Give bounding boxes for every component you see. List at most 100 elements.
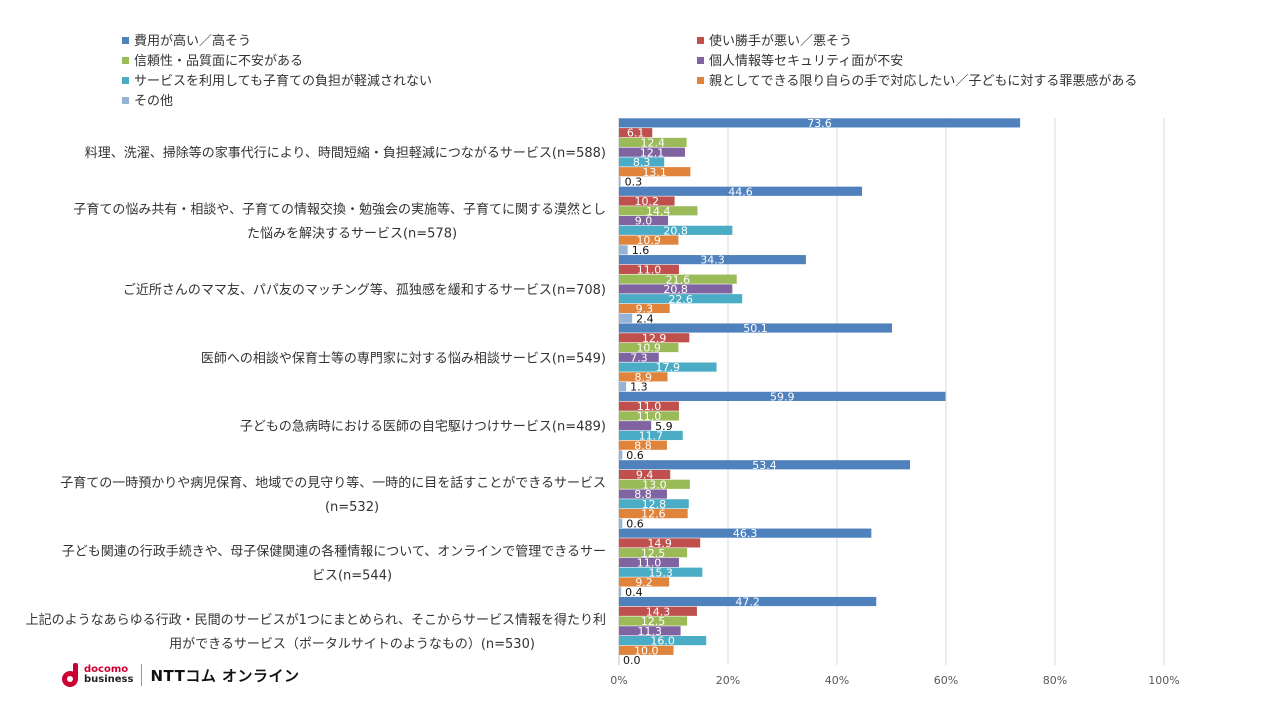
category-label: ご近所さんのママ友、パパ友のマッチング等、孤独感を緩和するサービス(n=708) <box>123 282 606 298</box>
x-tick-label: 60% <box>934 674 958 687</box>
bar <box>619 479 690 489</box>
bar <box>619 176 621 187</box>
bar <box>619 372 668 382</box>
data-label: 53.4 <box>752 459 777 472</box>
data-label: 73.6 <box>807 117 832 130</box>
x-tick-label: 40% <box>825 674 849 687</box>
data-label: 44.6 <box>728 185 753 198</box>
bar <box>619 382 627 392</box>
data-label: 11.0 <box>637 400 662 413</box>
bar <box>619 303 670 314</box>
category-label: 子育ての一時預かりや病児保育、地域での見守り等、一時的に目を話すことができるサー… <box>60 475 606 491</box>
bar <box>619 264 679 274</box>
legend-swatch <box>122 37 129 44</box>
data-label: 11.0 <box>637 410 662 423</box>
bar <box>619 548 688 558</box>
logo-business: business <box>84 674 134 685</box>
legend-label: その他 <box>134 94 173 109</box>
bar <box>619 323 893 333</box>
x-tick-label: 100% <box>1148 674 1179 687</box>
bar <box>619 528 872 538</box>
data-label: 17.9 <box>656 361 681 374</box>
bar <box>619 421 652 431</box>
legend-label: 費用が高い／高そう <box>134 33 251 49</box>
bar <box>619 342 679 353</box>
bar <box>619 557 679 568</box>
legend-swatch <box>122 97 129 104</box>
data-label: 1.6 <box>632 244 650 257</box>
bar <box>619 294 743 304</box>
legend-label: 信頼性・品質面に不安がある <box>134 54 303 69</box>
data-label: 8.9 <box>635 371 653 384</box>
bar <box>619 489 667 499</box>
logo-docomo: docomo <box>84 664 129 675</box>
bar <box>619 616 688 626</box>
docomo-d-icon <box>62 663 80 687</box>
data-label: 12.9 <box>642 332 667 345</box>
data-label: 22.6 <box>668 293 693 306</box>
bar <box>619 255 806 265</box>
data-label: 7.3 <box>630 351 648 364</box>
data-label: 13.0 <box>642 478 667 491</box>
x-tick-label: 0% <box>610 674 627 687</box>
bar <box>619 606 697 616</box>
bar <box>619 626 681 636</box>
bar <box>619 596 877 607</box>
data-label: 46.3 <box>733 527 758 540</box>
bar <box>619 577 670 587</box>
bar <box>619 352 659 362</box>
data-label: 12.6 <box>641 508 666 521</box>
bar <box>619 186 863 196</box>
category-label: 子育ての悩み共有・相談や、子育ての情報交換・勉強会の実施等、子育てに関する漠然と… <box>73 202 606 218</box>
bar <box>619 206 698 216</box>
bar <box>619 460 911 470</box>
category-label: 用ができるサービス（ポータルサイトのようなもの）(n=530) <box>169 637 535 652</box>
bar <box>619 196 675 206</box>
bar <box>619 567 703 577</box>
data-label: 9.0 <box>635 215 653 228</box>
data-label: 1.3 <box>630 381 648 394</box>
bar <box>619 245 628 255</box>
data-label: 6.1 <box>627 127 645 140</box>
legend-swatch <box>122 77 129 84</box>
legend-swatch <box>122 57 129 64</box>
logo: docomo business NTTコム オンライン <box>62 661 300 689</box>
data-label: 50.1 <box>743 322 768 335</box>
legend-label: サービスを利用しても子育ての負担が軽減されない <box>134 73 432 89</box>
data-label: 9.4 <box>636 469 654 482</box>
data-label: 15.3 <box>648 566 673 579</box>
bar <box>619 450 623 460</box>
bar <box>619 391 946 401</box>
data-label: 8.3 <box>633 156 651 169</box>
bar <box>619 147 685 157</box>
data-label: 11.3 <box>638 625 663 638</box>
bar <box>619 284 733 294</box>
data-label: 11.0 <box>637 557 662 570</box>
data-label: 21.6 <box>666 273 691 286</box>
bar <box>619 225 733 235</box>
data-label: 47.2 <box>735 596 760 609</box>
bar <box>619 538 701 548</box>
bar <box>619 401 679 411</box>
logo-brand: NTTコム オンライン <box>150 666 300 685</box>
data-label: 0.0 <box>623 654 641 667</box>
data-label: 14.4 <box>646 205 671 218</box>
bar <box>619 215 669 226</box>
bar <box>619 499 689 509</box>
data-label: 0.3 <box>625 176 643 189</box>
legend-swatch <box>697 57 704 64</box>
data-label: 5.9 <box>655 420 673 433</box>
bar <box>619 440 667 450</box>
bar <box>619 635 707 646</box>
legend-label: 使い勝手が悪い／悪そう <box>709 33 852 49</box>
data-label: 12.4 <box>641 137 666 150</box>
data-label: 10.9 <box>636 234 661 247</box>
bar <box>619 518 623 528</box>
bar <box>619 313 633 323</box>
category-label: た悩みを解決するサービス(n=578) <box>247 227 457 242</box>
x-tick-label: 80% <box>1043 674 1067 687</box>
data-label: 16.0 <box>650 635 675 648</box>
data-label: 0.6 <box>626 517 644 530</box>
data-label: 8.8 <box>634 488 652 501</box>
